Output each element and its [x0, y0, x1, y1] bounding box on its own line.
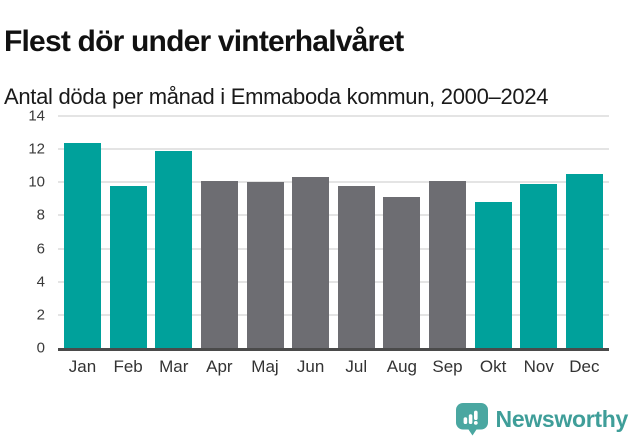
x-tick-label-aug: Aug [386, 357, 417, 376]
y-tick-label-4: 4 [36, 273, 45, 291]
y-tick-label-2: 2 [36, 306, 45, 324]
bar-okt [474, 202, 512, 348]
x-tick-label-jan: Jan [68, 357, 97, 376]
x-tick-label-feb: Feb [113, 357, 143, 376]
gridline-8 [58, 214, 609, 217]
y-axis: 0 2 4 6 8 10 12 14 [0, 109, 45, 356]
bar-aug [383, 197, 421, 348]
bar-maj [246, 182, 284, 348]
bar-mar [155, 150, 193, 348]
bar-nov [520, 183, 558, 348]
y-tick-label-6: 6 [36, 240, 45, 258]
bar-series [58, 116, 609, 348]
bar-sep [429, 180, 466, 348]
bar-jun [292, 177, 330, 348]
x-tick-label-jul: Jul [345, 357, 368, 376]
y-tick-label-14: 14 [28, 107, 45, 125]
bar-apr [200, 180, 238, 348]
y-tick-label-12: 12 [28, 140, 45, 158]
bar-jan [64, 142, 101, 348]
y-tick-label-0: 0 [36, 339, 45, 357]
x-tick-label-mar: Mar [159, 357, 189, 376]
x-tick-label-okt: Okt [479, 357, 507, 376]
x-tick-label-maj: Maj [251, 357, 279, 376]
brand-name: Newsworthy [495, 405, 629, 432]
y-tick-label-10: 10 [28, 173, 45, 191]
bar-dec [565, 174, 603, 348]
gridline-4 [58, 280, 609, 283]
bar-feb [109, 185, 147, 348]
gridline-12 [58, 148, 609, 151]
gridline-6 [58, 247, 609, 250]
chart-title: Flest dör under vinterhalvåret [4, 25, 404, 59]
x-tick-label-sep: Sep [432, 357, 463, 376]
bar-jul [337, 185, 375, 348]
newsworthy-logo-icon [455, 403, 488, 436]
gridline-14 [58, 115, 609, 117]
y-tick-label-8: 8 [36, 206, 45, 224]
brand-footer: Newsworthy [455, 402, 628, 436]
x-tick-label-apr: Apr [206, 357, 233, 376]
x-tick-label-nov: Nov [523, 357, 554, 376]
gridline-10 [58, 181, 609, 184]
x-axis: Jan Feb Mar Apr Maj Jun Jul Aug Sep Okt Nov Dec [58, 357, 609, 377]
gridline-2 [58, 313, 609, 316]
x-tick-label-jun: Jun [296, 357, 325, 376]
plot-area [58, 115, 609, 351]
chart-subtitle: Antal döda per månad i Emmaboda kommun, … [4, 84, 549, 109]
x-tick-label-dec: Dec [569, 357, 600, 376]
